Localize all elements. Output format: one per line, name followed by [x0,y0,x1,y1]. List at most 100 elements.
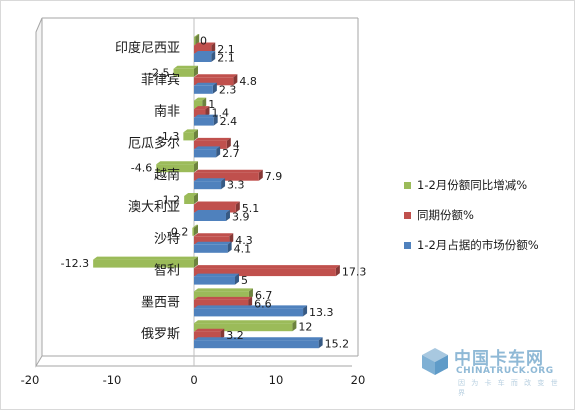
bar-top-face [194,210,230,213]
bar-2-0 [194,97,207,109]
data-label-6-2: 4.1 [234,242,252,255]
x-tick-label-0: -20 [21,373,40,387]
chart-x-ticks: -20 -10 0 10 20 [21,373,366,387]
bar-top-face [93,256,198,260]
data-label-7-0: -12.3 [61,257,89,270]
bar-4-1 [194,169,263,181]
data-label-0-0: 0 [200,35,207,48]
bar-front-face [194,172,259,181]
bar-2-1 [194,106,210,118]
bar-top-face [194,178,226,182]
category-label-7: 智利 [154,264,180,279]
bar-top-face [194,265,340,269]
legend-label-change: 1-2月份额同比增减% [417,178,528,192]
bar-top-face [194,42,216,46]
bar-1-1 [194,74,238,86]
bar-3-0 [183,129,198,141]
bar-front-face [194,85,213,94]
bar-front-face [194,299,249,308]
bar-front-face [194,100,203,109]
bar-top-face [194,241,232,245]
data-label-0-2: 2.1 [217,52,235,65]
bar-end-face [248,296,253,308]
bar-front-face [194,181,222,190]
bar-end-face [212,82,217,94]
x-tick-label-4: 20 [351,373,366,387]
x-tick-label-3: 10 [269,373,284,387]
bar-front-face [156,164,194,173]
data-label-0-1: 2.1 [217,43,235,56]
bar-front-face [194,331,221,340]
data-label-3-2: 2.7 [222,147,240,160]
data-label-7-2: 5 [241,274,248,287]
legend-item-current: 1-2月占据的市场份额% [404,230,574,260]
bar-front-face [194,54,212,62]
bar-front-face [194,340,319,349]
bar-top-face [183,129,198,133]
bar-front-face [194,204,236,213]
bar-top-face [173,65,198,69]
bar-3-2 [194,146,221,158]
bar-5-2 [194,210,230,221]
bar-front-face [194,109,206,118]
bar-4-2 [194,178,226,190]
bar-end-face [227,241,232,253]
legend-swatch-current [404,241,411,249]
bar-top-face [194,288,253,292]
category-label-5: 澳大利亚 [128,199,180,215]
bar-top-face [194,320,297,324]
category-label-0: 印度尼西亚 [115,40,180,56]
x-tick-label-2: 0 [190,373,197,387]
bar-5-0 [184,193,198,204]
category-label-4: 越南 [154,167,180,183]
data-label-8-0: 6.7 [255,289,273,302]
bar-top-face [184,193,198,196]
bar-front-face [194,213,226,221]
bar-end-face [194,256,198,268]
bar-front-face [192,227,194,236]
bar-top-face [194,273,239,277]
data-label-2-2: 2.4 [220,115,238,128]
bar-top-face [156,161,198,165]
bar-end-face [213,114,218,126]
chart-bars [93,34,340,349]
chart-legend: 1-2月份额同比增减% 同期份额% 1-2月占据的市场份额% [404,170,574,260]
bar-front-face [194,77,234,86]
bar-end-face [248,288,253,300]
bar-end-face [195,34,200,45]
bar-end-face [194,193,198,204]
bar-9-2 [194,337,323,349]
bar-top-face [194,296,253,300]
data-label-6-0: -0.2 [167,225,188,238]
legend-swatch-prior [404,211,411,219]
bar-end-face [194,161,198,173]
bar-top-face [194,233,234,237]
bar-6-0 [192,224,198,236]
bar-end-face [318,337,323,349]
bar-front-face [194,268,336,277]
watermark-cube-icon [422,348,448,375]
data-label-4-2: 3.3 [227,179,245,192]
bar-6-1 [194,233,234,245]
bar-front-face [194,117,214,126]
bar-front-face [194,149,217,158]
bar-top-face [194,82,217,86]
x-tick-label-1: -10 [103,373,122,387]
bar-end-face [235,273,239,285]
bar-end-face [303,305,308,317]
bar-7-0 [93,256,198,268]
data-label-9-0: 12 [298,321,312,334]
bar-end-face [225,210,230,221]
bar-6-2 [194,241,232,253]
data-label-6-1: 4.3 [235,234,253,247]
bar-8-0 [194,288,253,300]
bar-front-face [194,244,228,253]
bar-8-2 [194,305,308,317]
bar-end-face [211,42,216,54]
watermark-en: CHINATRUCK.ORG [456,366,554,376]
bar-top-face [194,114,218,118]
bar-1-2 [194,82,217,94]
bar-end-face [205,106,210,118]
